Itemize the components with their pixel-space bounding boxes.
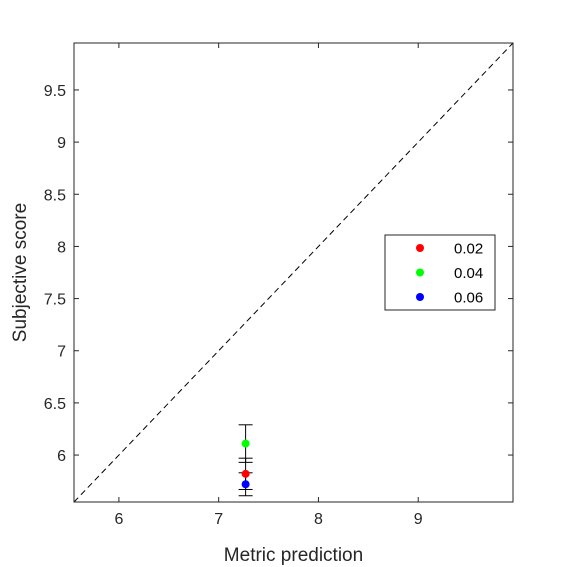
y-tick-label: 8.5 [44,187,66,204]
y-axis-ticks: 6 6.5 7 7.5 8 8.5 9 9.5 [44,83,513,465]
y-axis-label: Subjective score [10,203,31,342]
legend-label-0.02: 0.02 [454,241,483,258]
plot-frame [73,42,514,503]
legend-marker-0.02 [416,244,424,252]
y-tick-label: 8 [57,239,66,256]
x-tick-label: 7 [214,511,223,528]
legend-marker-0.06 [416,293,424,301]
series-layer [238,424,253,497]
x-axis-ticks: 6 7 8 9 [114,43,423,528]
x-tick-label: 8 [314,511,323,528]
legend-label-0.04: 0.04 [454,265,483,282]
legend-marker-0.04 [416,268,424,277]
reference-line-layer [73,42,514,503]
y-tick-label: 9 [57,135,66,152]
y-tick-label: 7.5 [44,292,66,309]
legend-box [384,234,496,311]
data-point-0.04 [241,439,250,448]
y-tick-label: 7 [57,344,66,361]
y-tick-label: 6 [57,448,66,465]
y-tick-label: 6.5 [44,396,66,413]
legend-label-0.06: 0.06 [454,290,483,307]
y-tick-label: 9.5 [44,83,66,100]
legend: 0.02 0.04 0.06 [384,234,496,311]
x-tick-label: 9 [414,511,423,528]
data-point-0.02 [241,469,250,478]
data-point-0.06 [241,480,250,489]
x-tick-label: 6 [114,511,123,528]
identity-reference-line [73,42,514,503]
x-axis-label: Metric prediction [224,545,363,566]
